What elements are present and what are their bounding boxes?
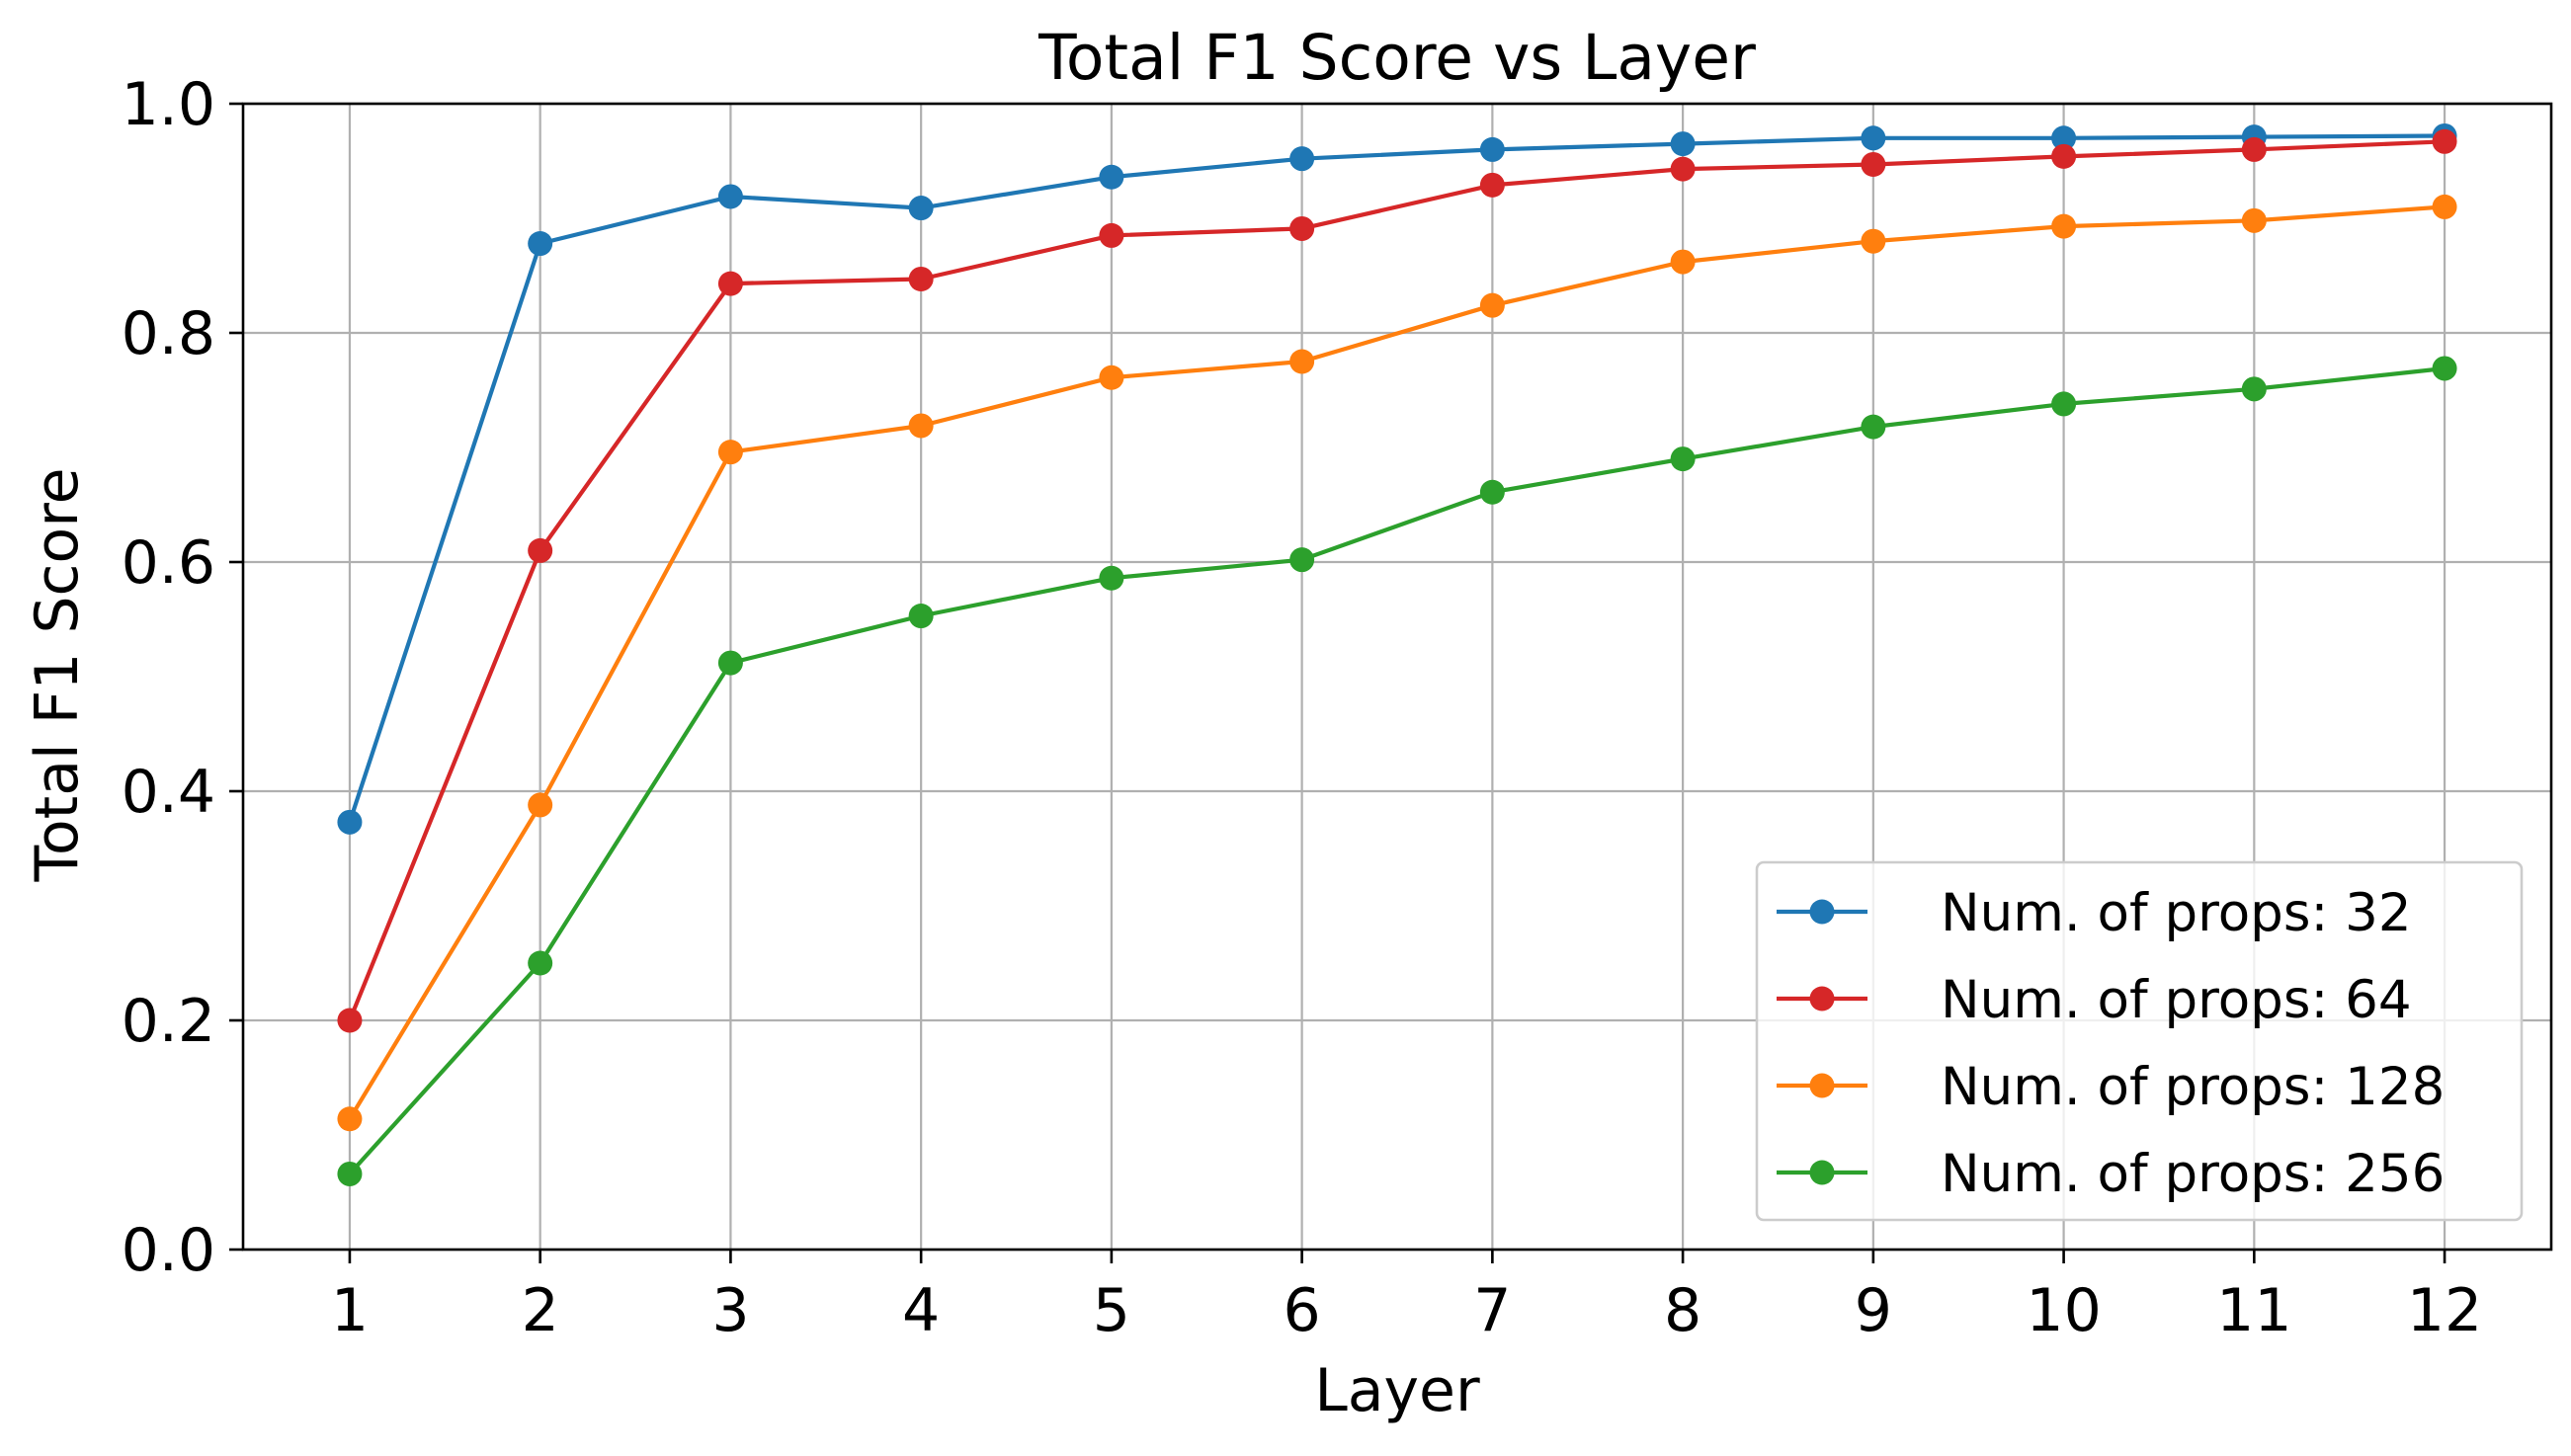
series-3-point-5 bbox=[1099, 364, 1124, 390]
legend: Num. of props: 32 Num. of props: 64 Num. o… bbox=[1755, 860, 2524, 1222]
series-4-point-8 bbox=[1670, 446, 1696, 472]
legend-label-2: Num. of props: 64 bbox=[1941, 970, 2412, 1030]
x-tick-label-11: 11 bbox=[2216, 1276, 2291, 1345]
series-2-point-5 bbox=[1099, 222, 1124, 248]
series-2-point-7 bbox=[1479, 172, 1505, 198]
series-3 bbox=[337, 194, 2457, 1132]
legend-marker-1 bbox=[1809, 899, 1835, 925]
series-2-line bbox=[347, 139, 2447, 1023]
x-tick-label-9: 9 bbox=[1855, 1276, 1892, 1345]
series-3-point-10 bbox=[2051, 213, 2077, 239]
series-3-point-3 bbox=[717, 440, 743, 465]
series-4-line bbox=[347, 365, 2447, 1176]
series-1-point-3 bbox=[717, 184, 743, 209]
y-tick-label-2: 0.2 bbox=[122, 987, 215, 1056]
plot-frame bbox=[241, 102, 2553, 1252]
legend-label-1: Num. of props: 32 bbox=[1941, 883, 2412, 943]
y-tick-label-5: 0.8 bbox=[122, 299, 215, 368]
legend-box bbox=[1755, 860, 2524, 1222]
series-1-point-10 bbox=[2051, 125, 2077, 151]
series-3-point-7 bbox=[1479, 292, 1505, 318]
series-4 bbox=[337, 356, 2457, 1186]
x-tick-label-12: 12 bbox=[2407, 1276, 2482, 1345]
series-2-point-9 bbox=[1861, 151, 1886, 177]
series-4-point-3 bbox=[717, 650, 743, 676]
series-2-point-6 bbox=[1289, 215, 1315, 241]
y-axis-label: Total F1 Score bbox=[23, 467, 92, 882]
x-axis-label: Layer bbox=[1314, 1356, 1480, 1425]
series-3-point-9 bbox=[1861, 228, 1886, 254]
series-2-point-1 bbox=[337, 1008, 363, 1033]
x-tick-label-10: 10 bbox=[2026, 1276, 2101, 1345]
series-1 bbox=[337, 122, 2457, 835]
chart-title: Total F1 Score vs Layer bbox=[1037, 22, 1756, 94]
series-1-point-8 bbox=[1670, 131, 1696, 157]
x-tick-label-5: 5 bbox=[1093, 1276, 1130, 1345]
series-3-point-6 bbox=[1289, 349, 1315, 374]
x-tick-label-6: 6 bbox=[1284, 1276, 1321, 1345]
series-1-point-6 bbox=[1289, 146, 1315, 172]
series-4-point-12 bbox=[2432, 356, 2457, 381]
y-tick-label-1: 0.0 bbox=[122, 1216, 215, 1285]
series-1-point-7 bbox=[1479, 136, 1505, 162]
legend-item-3: Num. of props: 128 bbox=[1777, 1057, 2445, 1117]
series-2-point-12 bbox=[2432, 128, 2457, 154]
series-1-point-1 bbox=[337, 809, 363, 835]
y-tick-label-4: 0.6 bbox=[122, 528, 215, 598]
series-3-point-1 bbox=[337, 1106, 363, 1132]
series-3-point-8 bbox=[1670, 249, 1696, 275]
series-4-point-4 bbox=[908, 604, 934, 629]
legend-marker-3 bbox=[1809, 1073, 1835, 1098]
series-2-point-8 bbox=[1670, 156, 1696, 182]
series-1-line bbox=[347, 133, 2447, 825]
series-1-point-2 bbox=[528, 231, 553, 257]
series-4-point-2 bbox=[528, 950, 553, 976]
series-3-point-11 bbox=[2241, 207, 2267, 233]
series-2-point-4 bbox=[908, 266, 934, 291]
series-3-point-2 bbox=[528, 792, 553, 818]
series-3-line bbox=[347, 204, 2447, 1121]
series-4-point-6 bbox=[1289, 547, 1315, 573]
legend-label-4: Num. of props: 256 bbox=[1941, 1144, 2445, 1204]
series-4-point-5 bbox=[1099, 565, 1124, 591]
series-2-point-3 bbox=[717, 271, 743, 296]
x-tick-label-7: 7 bbox=[1473, 1276, 1511, 1345]
x-tick-label-2: 2 bbox=[522, 1276, 559, 1345]
x-tick-label-1: 1 bbox=[331, 1276, 369, 1345]
series-4-point-1 bbox=[337, 1161, 363, 1186]
legend-marker-2 bbox=[1809, 986, 1835, 1011]
axes: 1 2 3 4 5 6 7 8 9 10 11 120.00.20.40.60.81.0 bbox=[122, 70, 2553, 1345]
series-4-point-10 bbox=[2051, 391, 2077, 417]
x-tick-label-8: 8 bbox=[1664, 1276, 1701, 1345]
series-1-point-4 bbox=[908, 196, 934, 221]
legend-item-1: Num. of props: 32 bbox=[1777, 883, 2412, 943]
series-4-point-7 bbox=[1479, 479, 1505, 505]
series-layer bbox=[337, 122, 2457, 1186]
x-tick-label-3: 3 bbox=[711, 1276, 749, 1345]
series-2-point-10 bbox=[2051, 143, 2077, 169]
series-4-point-11 bbox=[2241, 376, 2267, 402]
legend-item-4: Num. of props: 256 bbox=[1777, 1144, 2445, 1204]
series-1-point-9 bbox=[1861, 125, 1886, 151]
legend-item-2: Num. of props: 64 bbox=[1777, 970, 2412, 1030]
y-tick-label-3: 0.4 bbox=[122, 758, 215, 827]
x-tick-label-4: 4 bbox=[902, 1276, 940, 1345]
legend-label-3: Num. of props: 128 bbox=[1941, 1057, 2445, 1117]
y-tick-label-6: 1.0 bbox=[122, 70, 215, 139]
series-2-point-2 bbox=[528, 537, 553, 563]
series-4-point-9 bbox=[1861, 414, 1886, 440]
series-3-point-4 bbox=[908, 413, 934, 439]
legend-marker-4 bbox=[1809, 1160, 1835, 1185]
series-1-point-5 bbox=[1099, 164, 1124, 190]
series-2-point-11 bbox=[2241, 136, 2267, 162]
series-2 bbox=[337, 128, 2457, 1033]
series-3-point-12 bbox=[2432, 194, 2457, 219]
